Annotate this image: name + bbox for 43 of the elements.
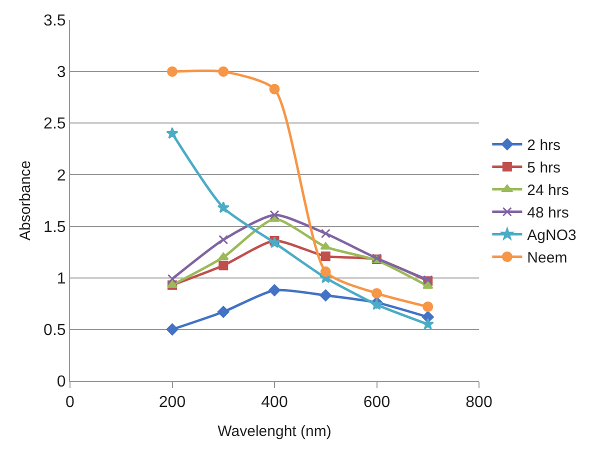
point	[167, 66, 178, 77]
point	[269, 84, 280, 94]
point	[320, 289, 332, 302]
x-tick-label: 800	[466, 394, 492, 412]
point	[168, 274, 177, 284]
legend-label: Neem	[527, 250, 568, 267]
point	[422, 301, 434, 312]
point	[320, 228, 330, 238]
point	[422, 281, 434, 289]
y-tick-label: 3.5	[44, 12, 66, 30]
x-tick-label: 600	[363, 394, 390, 412]
legend-label: 5 hrs	[527, 160, 561, 177]
point	[217, 306, 230, 318]
point	[422, 318, 434, 330]
y-tick-label: 2	[56, 167, 66, 184]
point	[268, 284, 280, 296]
x-tick-label: 400	[261, 394, 288, 412]
y-tick-label: 1.5	[44, 218, 66, 236]
y-tick-label: 0.5	[44, 322, 66, 340]
legend-label: AgNO3	[527, 227, 576, 244]
point	[372, 288, 382, 299]
legend-label: 24 hrs	[527, 182, 569, 200]
point	[268, 236, 281, 248]
x-axis-title: Wavelenght (nm)	[218, 423, 332, 440]
point	[166, 323, 178, 336]
point	[320, 266, 331, 277]
point	[217, 201, 230, 213]
point	[166, 127, 178, 139]
legend-label: 2 hrs	[527, 137, 561, 154]
y-axis-title: Absorbance	[17, 160, 34, 241]
point	[218, 66, 229, 77]
y-tick-label: 2.5	[44, 116, 66, 133]
point	[320, 242, 331, 250]
y-tick-label: 3	[56, 64, 66, 82]
point	[218, 260, 228, 270]
point	[218, 252, 229, 260]
legend-label: 48 hrs	[527, 204, 569, 222]
y-tick-label: 1	[56, 270, 66, 288]
y-tick-label: 0	[56, 374, 66, 391]
point	[218, 234, 228, 244]
point	[320, 251, 330, 261]
point	[270, 210, 280, 220]
x-tick-label: 200	[158, 394, 186, 412]
